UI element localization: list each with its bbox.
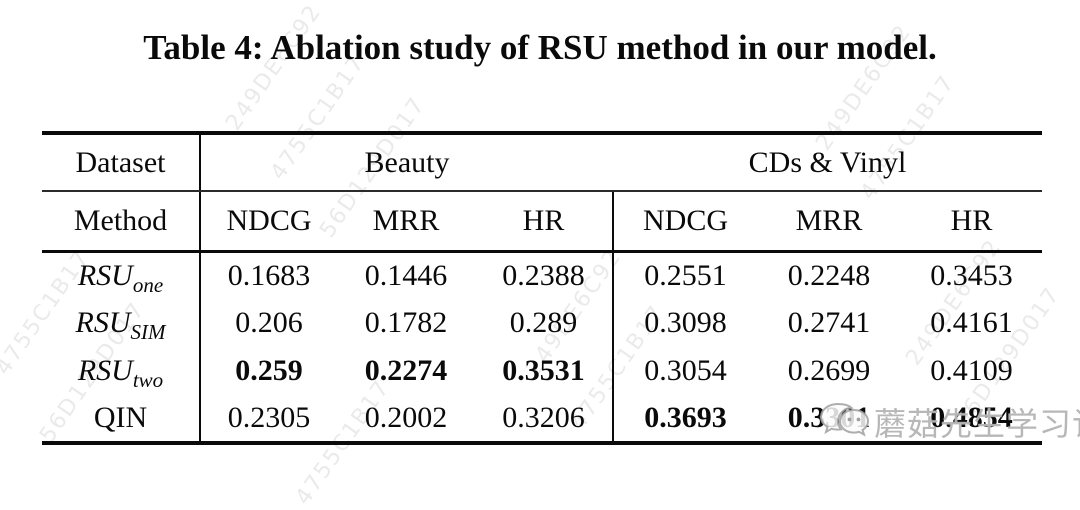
cell-value-best: 0.2274 xyxy=(364,354,448,387)
col-header-hr-cds: HR xyxy=(901,191,1043,253)
col-header-ndcg-cds: NDCG xyxy=(612,191,758,253)
col-header-hr-beauty: HR xyxy=(475,191,614,253)
cell-value: 0.3098 xyxy=(612,299,758,347)
table-caption: Table 4: Ablation study of RSU method in… xyxy=(143,28,937,67)
cell-value: 0.1683 xyxy=(227,258,311,292)
col-header-mrr-beauty: MRR xyxy=(337,191,475,253)
cell-value-best: 0.4854 xyxy=(930,401,1013,434)
cell-value: 0.289 xyxy=(509,306,578,339)
table-row-rsu-two: RSUtwo 0.259 0.2274 0.3531 0.3054 0.2699… xyxy=(42,347,1042,395)
cell-value: 0.2699 xyxy=(787,354,871,387)
cell-value: 0.3206 xyxy=(502,401,585,434)
site-watermark: 蘑菇先生学习记 xyxy=(818,399,1080,445)
cell-value: 0.2305 xyxy=(227,401,311,434)
group-header-beauty: Beauty xyxy=(200,133,614,192)
col-header-ndcg-beauty: NDCG xyxy=(200,191,337,253)
cell-value: 0.2741 xyxy=(787,306,871,339)
dataset-label: Dataset xyxy=(42,133,201,192)
metric-header-row: Method NDCG MRR HR NDCG MRR HR xyxy=(42,191,1043,253)
cell-value-best: 0.259 xyxy=(235,354,303,387)
ablation-table: Dataset Beauty CDs & Vinyl Method NDCG M… xyxy=(42,131,1043,445)
cell-value: 0.3453 xyxy=(930,258,1013,292)
cell-value: 0.206 xyxy=(235,306,303,339)
cell-value: 0.2248 xyxy=(787,258,871,292)
cell-value: 0.4161 xyxy=(930,306,1013,339)
cell-value-best: 0.3693 xyxy=(612,395,758,443)
method-name: QIN xyxy=(42,395,201,443)
cell-value: 0.1782 xyxy=(364,306,448,339)
dataset-header-row: Dataset Beauty CDs & Vinyl xyxy=(42,133,1043,192)
watermark-text: 蘑菇先生学习记 xyxy=(874,406,1080,442)
table-row-rsu-one: RSUone 0.1683 0.1446 0.2388 0.2551 0.224… xyxy=(42,251,1042,299)
cell-value: 0.4109 xyxy=(930,354,1013,387)
chat-bubbles-icon xyxy=(818,401,870,443)
col-header-mrr-cds: MRR xyxy=(757,191,902,253)
table-row-rsu-sim: RSUSIM 0.206 0.1782 0.289 0.3098 0.2741 … xyxy=(42,299,1042,347)
method-label: Method xyxy=(42,191,201,253)
method-name: RSUone xyxy=(42,251,201,299)
cell-value-best: 0.3531 xyxy=(502,354,585,387)
group-header-cds-vinyl: CDs & Vinyl xyxy=(613,133,1043,192)
cell-value: 0.3054 xyxy=(612,347,758,395)
cell-value: 0.2551 xyxy=(612,251,758,299)
method-name: RSUtwo xyxy=(42,347,201,395)
cell-value: 0.1446 xyxy=(364,258,448,292)
cell-value: 0.2388 xyxy=(502,258,585,292)
cell-value: 0.2002 xyxy=(364,401,448,434)
method-name: RSUSIM xyxy=(42,299,201,347)
